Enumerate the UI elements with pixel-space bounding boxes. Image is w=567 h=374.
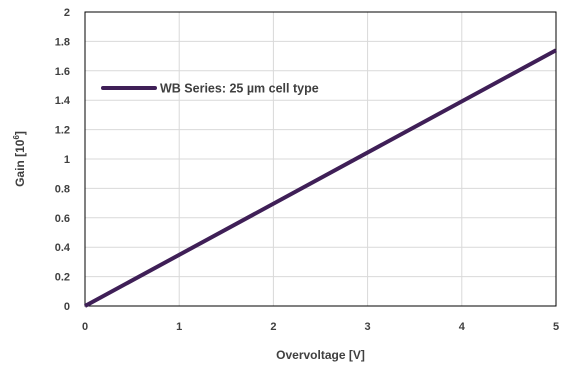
legend-label-wb-series: WB Series: 25 µm cell type [160, 82, 319, 96]
x-tick-label: 2 [270, 321, 276, 333]
y-axis-title-close: ] [13, 131, 27, 135]
x-axis-title: Overvoltage [V] [276, 348, 365, 362]
y-tick-label: 2 [64, 7, 70, 19]
x-tick-label: 1 [176, 321, 182, 333]
legend: WB Series: 25 µm cell type [101, 82, 319, 96]
y-tick-label: 1 [64, 154, 70, 166]
y-tick-label: 0.4 [55, 242, 71, 254]
y-tick-label: 1.4 [55, 95, 71, 107]
series-lines [84, 48, 557, 308]
y-axis-title-main: Gain [10 [13, 139, 27, 187]
gridlines [84, 11, 557, 307]
y-tick-label: 0.8 [55, 183, 70, 195]
y-tick-label: 0.6 [55, 213, 70, 225]
x-tick-label: 5 [553, 321, 559, 333]
x-tick-label: 3 [365, 321, 371, 333]
y-tick-label: 1.2 [55, 125, 70, 137]
x-axis-tick-labels: 0 1 2 3 4 5 [82, 321, 559, 333]
x-tick-label: 4 [459, 321, 466, 333]
y-tick-label: 0 [64, 301, 70, 313]
y-axis-tick-labels: 0 0.2 0.4 0.6 0.8 1 1.2 1.4 1.6 1.8 2 [55, 7, 71, 313]
y-axis-title-superscript: 6 [12, 135, 21, 140]
y-tick-label: 1.8 [55, 36, 70, 48]
y-axis-title: Gain [106] [12, 131, 27, 187]
x-tick-label: 0 [82, 321, 88, 333]
y-tick-label: 1.6 [55, 66, 70, 78]
y-tick-label: 0.2 [55, 272, 70, 284]
plot-area-frame [84, 11, 557, 307]
series-line-wb-25um [84, 48, 557, 308]
